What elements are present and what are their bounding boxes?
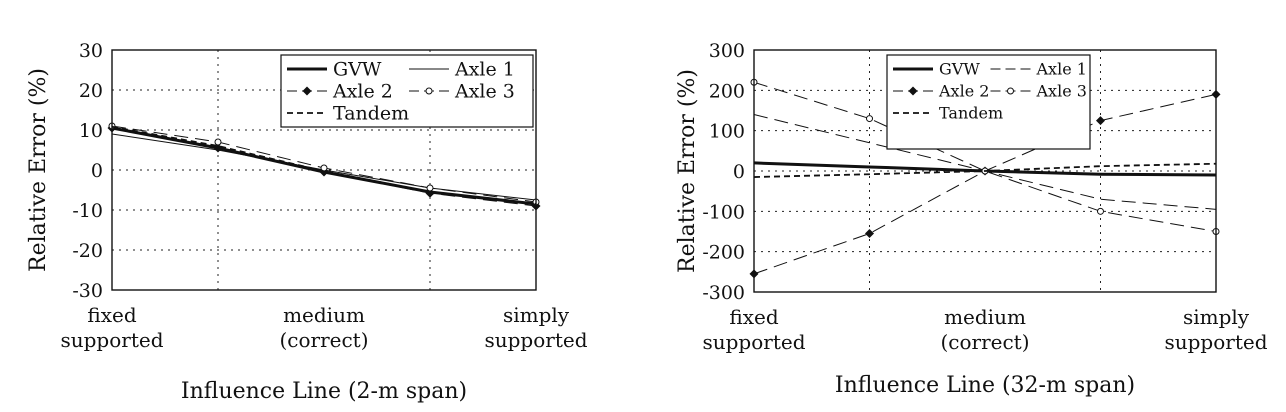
x-axis-label: Influence Line (2-m span) xyxy=(181,379,467,404)
x-category-label: fixed xyxy=(729,305,778,329)
data-point-axle-3 xyxy=(320,164,328,172)
series-line-tandem xyxy=(111,125,537,205)
y-tick-label: -100 xyxy=(702,201,745,223)
y-tick-label: 0 xyxy=(733,161,745,183)
x-category-label: (correct) xyxy=(940,330,1029,354)
x-category-label: fixed xyxy=(87,303,136,327)
y-tick-label: 200 xyxy=(709,80,745,102)
data-point-axle-2 xyxy=(865,229,874,239)
y-tick-label: -200 xyxy=(702,242,745,264)
y-tick-label: -30 xyxy=(72,280,103,302)
x-category-label: supported xyxy=(1164,330,1267,354)
y-tick-label: -20 xyxy=(72,240,103,262)
y-tick-label: 10 xyxy=(79,120,103,142)
x-category-label: supported xyxy=(484,328,587,352)
y-axis-label: Relative Error (%) xyxy=(26,68,51,272)
legend-label: Tandem xyxy=(333,103,409,125)
legend-marker xyxy=(302,86,312,96)
series-line-axle-3 xyxy=(111,125,537,203)
chart-1: 3020100-10-20-30fixedsupportedmedium(cor… xyxy=(26,40,588,404)
legend-label: GVW xyxy=(333,59,382,81)
x-category-label: supported xyxy=(60,328,163,352)
x-category-label: simply xyxy=(503,303,570,327)
legend-marker xyxy=(908,86,918,96)
y-tick-label: -300 xyxy=(702,282,745,304)
x-category-label: simply xyxy=(1183,305,1250,329)
plot-frame xyxy=(753,49,1217,293)
y-tick-label: -10 xyxy=(72,200,103,222)
legend: GVW Axle 1 Axle 2 Axle 3 Tandem xyxy=(886,54,1091,150)
legend-box xyxy=(886,54,1091,150)
legend-label: Axle 2 xyxy=(938,82,989,101)
y-tick-label: 300 xyxy=(709,40,745,62)
x-category-label: supported xyxy=(702,330,805,354)
x-category-label: medium xyxy=(283,303,365,327)
legend-marker xyxy=(1007,87,1014,95)
data-point-axle-2 xyxy=(1096,116,1105,126)
y-tick-label: 30 xyxy=(79,40,103,62)
chart-2: 3002001000-100-200-300fixedsupportedmedi… xyxy=(675,40,1268,398)
y-tick-label: 100 xyxy=(709,121,745,143)
x-category-label: (correct) xyxy=(279,328,368,352)
data-point-axle-3 xyxy=(866,115,873,123)
legend-label: GVW xyxy=(939,60,980,79)
legend-label: Axle 3 xyxy=(454,81,515,103)
data-point-axle-3 xyxy=(214,138,222,146)
series-line-axle-3 xyxy=(753,81,1217,232)
y-tick-label: 0 xyxy=(91,160,103,182)
data-point-axle-3 xyxy=(426,184,434,192)
legend-label: Axle 2 xyxy=(332,81,393,103)
data-point-axle-3 xyxy=(1097,207,1104,215)
x-axis-label: Influence Line (32-m span) xyxy=(835,373,1135,398)
legend: GVW Axle 1 Axle 2 Axle 3 Tandem xyxy=(280,54,534,128)
y-tick-label: 20 xyxy=(79,80,103,102)
legend-label: Axle 1 xyxy=(1036,60,1087,79)
x-category-label: medium xyxy=(944,305,1026,329)
legend-label: Tandem xyxy=(939,104,1003,123)
legend-marker xyxy=(425,87,433,95)
plot-frame xyxy=(111,49,537,291)
series-line-tandem xyxy=(753,162,1217,178)
legend-label: Axle 3 xyxy=(1036,82,1087,101)
legend-label: Axle 1 xyxy=(454,59,515,81)
y-axis-label: Relative Error (%) xyxy=(675,69,700,273)
